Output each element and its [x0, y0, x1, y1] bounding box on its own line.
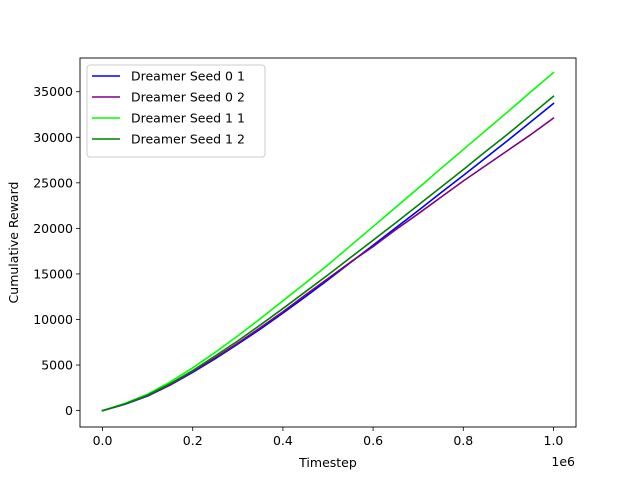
x-tick-label: 0.6 [363, 433, 383, 448]
legend-label: Dreamer Seed 1 1 [131, 111, 245, 126]
x-tick-label: 1.0 [544, 433, 564, 448]
x-axis-title: Timestep [298, 455, 357, 470]
y-tick-label: 30000 [33, 130, 73, 145]
x-tick-label: 0.0 [93, 433, 113, 448]
legend-label: Dreamer Seed 0 1 [131, 69, 245, 84]
y-tick-label: 35000 [33, 84, 73, 99]
x-tick-label: 0.8 [453, 433, 473, 448]
legend: Dreamer Seed 0 1 Dreamer Seed 0 2 Dreamer … [86, 64, 266, 158]
plot-lines [101, 71, 555, 412]
plot-frame [79, 57, 577, 428]
x-tick-label: 0.4 [273, 433, 293, 448]
legend-box [86, 64, 266, 158]
legend-label: Dreamer Seed 0 2 [131, 90, 245, 105]
y-axis: 0 5000 10000 15000 20000 25000 30000 35000 [33, 84, 80, 418]
series-line-3 [101, 71, 555, 412]
x-axis-offset-label: 1e6 [551, 454, 575, 469]
x-tick-label: 0.2 [183, 433, 203, 448]
y-tick-label: 15000 [33, 266, 73, 281]
y-tick-label: 10000 [33, 312, 73, 327]
y-tick-label: 20000 [33, 221, 73, 236]
series-line-4 [101, 95, 555, 412]
legend-label: Dreamer Seed 1 2 [131, 132, 245, 147]
y-tick-label: 5000 [41, 358, 73, 373]
y-tick-label: 0 [65, 403, 73, 418]
y-axis-title: Cumulative Reward [6, 182, 21, 304]
x-axis: 0.0 0.2 0.4 0.6 0.8 1.0 [93, 427, 564, 448]
y-tick-label: 25000 [33, 175, 73, 190]
